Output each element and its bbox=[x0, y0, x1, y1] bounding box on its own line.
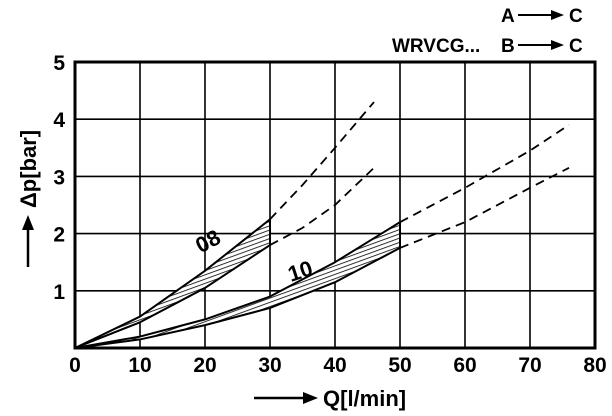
x-tick-label: 50 bbox=[388, 354, 411, 377]
y-axis-arrowhead-icon bbox=[22, 215, 34, 230]
tick-labels: 0 10 20 30 40 50 60 70 80 1 2 3 4 5 bbox=[53, 52, 606, 377]
series-extension-upper-10 bbox=[399, 124, 570, 223]
x-axis-arrowhead-icon bbox=[303, 392, 318, 404]
series-extension-upper-08 bbox=[269, 101, 375, 220]
series-band-08 bbox=[74, 218, 271, 349]
legend-arrowhead-2-icon bbox=[551, 40, 564, 50]
legend-entry-2-from: B bbox=[501, 36, 515, 57]
legend-entry-1-from: A bbox=[501, 6, 515, 27]
series-label-08: 08 bbox=[191, 224, 224, 258]
y-tick-label: 4 bbox=[53, 109, 65, 132]
x-axis-label: Q[l/min] bbox=[254, 386, 406, 411]
plot-frame bbox=[73, 60, 597, 350]
legend-entry-1-to: C bbox=[569, 6, 583, 27]
y-tick-label: 1 bbox=[53, 281, 65, 304]
x-tick-label: 20 bbox=[193, 354, 216, 377]
y-axis-label: Δp[bar] bbox=[16, 130, 41, 267]
y-axis-title: Δp[bar] bbox=[16, 130, 41, 208]
series-layer bbox=[74, 101, 570, 349]
y-tick-label: 5 bbox=[53, 52, 65, 75]
series-band-10 bbox=[74, 221, 401, 349]
x-tick-label: 30 bbox=[258, 354, 281, 377]
series-extension-lower-08 bbox=[269, 167, 375, 246]
legend-entry-2-to: C bbox=[569, 36, 583, 57]
grid bbox=[75, 62, 595, 348]
x-tick-label: 80 bbox=[583, 354, 606, 377]
x-tick-label: 60 bbox=[453, 354, 476, 377]
legend: WRVCG... A C B C bbox=[392, 6, 583, 57]
x-tick-label: 40 bbox=[323, 354, 346, 377]
x-tick-label: 70 bbox=[518, 354, 541, 377]
series-extension-lower-10 bbox=[399, 167, 570, 249]
legend-arrowhead-1-icon bbox=[551, 10, 564, 20]
y-tick-label: 2 bbox=[53, 224, 65, 247]
x-tick-label: 10 bbox=[128, 354, 151, 377]
x-axis-title: Q[l/min] bbox=[323, 386, 406, 411]
y-tick-label: 3 bbox=[53, 166, 65, 189]
x-tick-label: 0 bbox=[69, 354, 81, 377]
legend-prefix: WRVCG... bbox=[392, 36, 480, 57]
